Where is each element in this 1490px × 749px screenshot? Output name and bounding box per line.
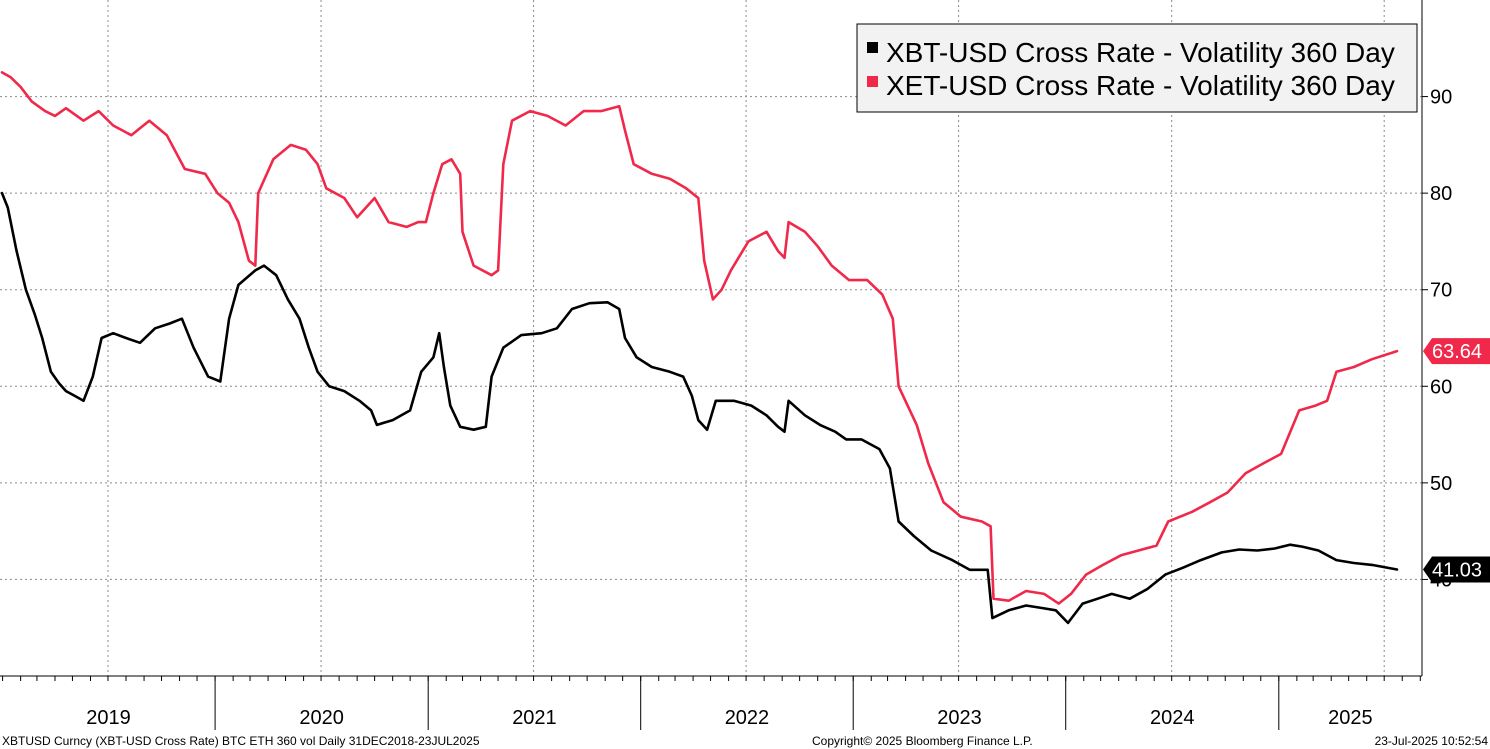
y-tick-label: 70 <box>1430 280 1452 302</box>
last-value-badge-1 <box>1423 338 1490 365</box>
footer-timestamp: 23-Jul-2025 10:52:54 <box>1375 734 1489 748</box>
last-value-badges: 41.03 63.64 <box>1423 338 1490 583</box>
y-tick-label: 50 <box>1430 473 1452 495</box>
legend-swatch-xet <box>867 76 878 87</box>
x-tick-label: 2019 <box>86 707 131 729</box>
last-value-badge-0 <box>1423 556 1490 583</box>
x-tick-label: 2020 <box>299 707 344 729</box>
x-tick-label: 2023 <box>937 707 982 729</box>
x-tick-labels: 2019 2020 2021 2022 2023 2024 2025 <box>2 676 1421 730</box>
footer-source: XBTUSD Curncy (XBT-USD Cross Rate) BTC E… <box>2 734 480 748</box>
last-value-text-0: 41.03 <box>1432 559 1482 581</box>
x-tick-label: 2021 <box>512 707 557 729</box>
series-layer <box>0 71 1399 625</box>
y-tick-label: 90 <box>1430 87 1452 109</box>
legend: XBT-USD Cross Rate - Volatility 360 Day … <box>856 23 1418 113</box>
last-value-text-1: 63.64 <box>1432 341 1482 363</box>
footer-copyright: Copyright© 2025 Bloomberg Finance L.P. <box>812 734 1033 748</box>
y-tick-label: 80 <box>1430 183 1452 205</box>
legend-box <box>856 23 1418 113</box>
series-line-0 <box>0 191 1399 625</box>
legend-label-xet: XET-USD Cross Rate - Volatility 360 Day <box>886 70 1395 101</box>
y-tick-label: 60 <box>1430 376 1452 398</box>
series-line-1 <box>0 71 1399 605</box>
x-tick-label: 2022 <box>725 707 770 729</box>
legend-label-xbt: XBT-USD Cross Rate - Volatility 360 Day <box>886 37 1395 68</box>
x-tick-label: 2025 <box>1328 707 1373 729</box>
x-tick-label: 2024 <box>1150 707 1195 729</box>
footer: XBTUSD Curncy (XBT-USD Cross Rate) BTC E… <box>2 734 1488 748</box>
legend-swatch-xbt <box>867 42 878 53</box>
